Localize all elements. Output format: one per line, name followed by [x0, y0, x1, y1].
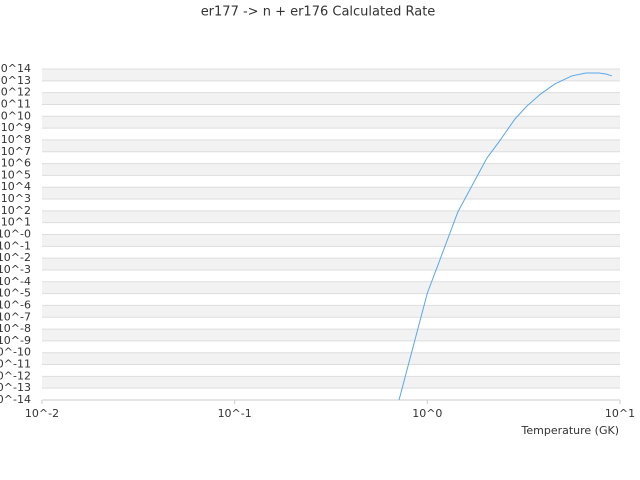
- grid-band: [42, 388, 620, 400]
- grid-band: [42, 163, 620, 176]
- grid-band: [42, 69, 620, 81]
- grid-band: [42, 151, 620, 164]
- y-tick-label: 10^-7: [0, 310, 31, 323]
- grid-band: [42, 364, 620, 377]
- y-tick-label: 10^10: [0, 109, 31, 122]
- grid-band: [42, 305, 620, 318]
- y-tick-label: 10^-2: [0, 251, 31, 264]
- y-tick-label: 10^-0: [0, 228, 31, 241]
- y-tick-label: 10^-6: [0, 298, 31, 311]
- y-tick-label: 10^3: [1, 192, 31, 205]
- grid-band: [42, 80, 620, 93]
- grid-band: [42, 234, 620, 247]
- y-tick-label: 10^12: [0, 86, 31, 99]
- grid-band: [42, 92, 620, 105]
- grid-band: [42, 104, 620, 117]
- grid-band: [42, 199, 620, 211]
- grid-band: [42, 317, 620, 330]
- y-tick-label: 10^-14: [0, 393, 31, 406]
- y-tick-label: 10^-3: [0, 263, 31, 276]
- y-tick-label: 10^-8: [0, 322, 31, 335]
- grid-band: [42, 376, 620, 389]
- x-tick-label: 10^-1: [218, 407, 252, 420]
- grid-band: [42, 329, 620, 341]
- grid-band: [42, 293, 620, 306]
- grid-band: [42, 352, 620, 365]
- y-tick-label: 10^-9: [0, 334, 31, 347]
- y-tick-label: 10^-11: [0, 358, 31, 371]
- x-tick-label: 10^0: [412, 407, 442, 420]
- y-tick-label: 10^7: [1, 145, 31, 158]
- y-tick-label: 10^-12: [0, 369, 31, 382]
- y-tick-label: 10^-5: [0, 287, 31, 300]
- grid-band: [42, 246, 620, 259]
- x-axis-label: Temperature (GK): [521, 424, 620, 437]
- grid-band: [42, 128, 620, 140]
- grid-band: [42, 281, 620, 294]
- y-tick-label: 10^11: [0, 97, 31, 110]
- y-tick-label: 10^13: [0, 74, 31, 87]
- y-tick-label: 10^5: [1, 168, 31, 181]
- grid-band: [42, 269, 620, 282]
- y-tick-label: 10^14: [0, 62, 31, 75]
- grid-band: [42, 258, 620, 270]
- chart-title: er177 -> n + er176 Calculated Rate: [201, 5, 436, 20]
- grid-band: [42, 116, 620, 129]
- grid-band: [42, 187, 620, 200]
- y-tick-label: 10^-10: [0, 346, 31, 359]
- data-line: [398, 72, 613, 401]
- grid-band: [42, 210, 620, 223]
- x-tick-label: 10^1: [605, 407, 635, 420]
- y-tick-label: 10^1: [1, 216, 31, 229]
- grid-band: [42, 222, 620, 235]
- grid-band: [42, 175, 620, 188]
- grid-band: [42, 340, 620, 353]
- y-tick-label: 10^8: [1, 133, 31, 146]
- y-tick-label: 10^2: [1, 204, 31, 217]
- y-tick-label: 10^-1: [0, 239, 31, 252]
- y-tick-label: 10^-13: [0, 381, 31, 394]
- y-tick-label: 10^-4: [0, 275, 31, 288]
- y-tick-label: 10^4: [1, 180, 31, 193]
- y-tick-label: 10^9: [1, 121, 31, 134]
- y-tick-label: 10^6: [1, 157, 31, 170]
- x-tick-label: 10^-2: [25, 407, 59, 420]
- grid-band: [42, 139, 620, 152]
